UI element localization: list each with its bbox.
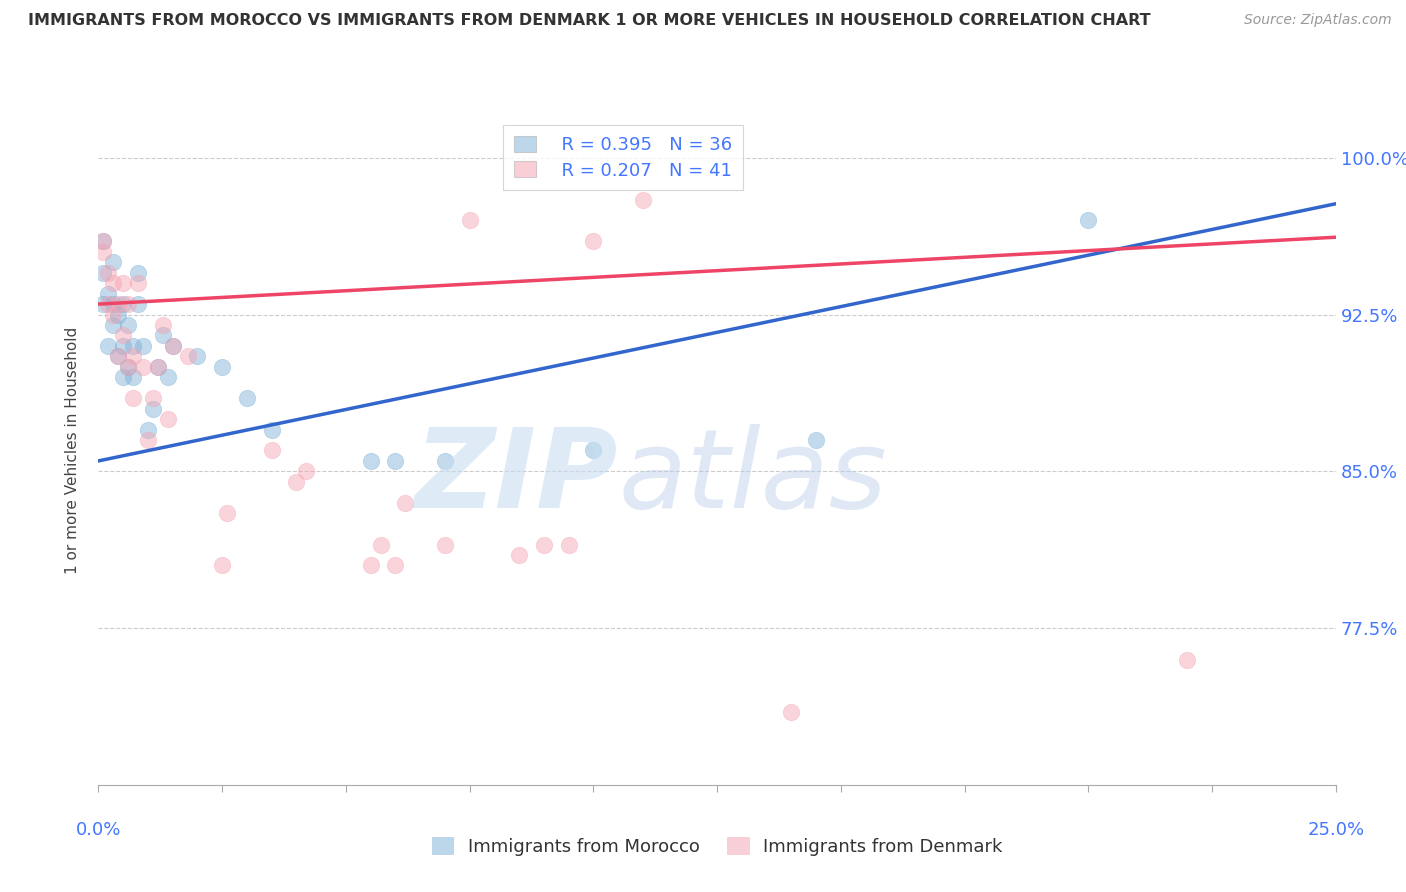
Point xyxy=(122,339,145,353)
Point xyxy=(142,391,165,405)
Point xyxy=(156,370,179,384)
Point xyxy=(122,370,145,384)
Point xyxy=(117,297,139,311)
Point xyxy=(93,235,115,249)
Point xyxy=(112,297,135,311)
Point xyxy=(582,235,605,249)
Point xyxy=(236,391,259,405)
Point xyxy=(384,558,406,573)
Point xyxy=(631,193,654,207)
Point xyxy=(107,297,129,311)
Point xyxy=(384,454,406,468)
Point xyxy=(533,537,555,551)
Point xyxy=(142,401,165,416)
Point xyxy=(285,475,308,489)
Point xyxy=(370,537,392,551)
Point xyxy=(117,359,139,374)
Point xyxy=(93,244,115,259)
Point xyxy=(433,454,456,468)
Point xyxy=(107,350,129,364)
Text: IMMIGRANTS FROM MOROCCO VS IMMIGRANTS FROM DENMARK 1 OR MORE VEHICLES IN HOUSEHO: IMMIGRANTS FROM MOROCCO VS IMMIGRANTS FR… xyxy=(28,13,1150,29)
Point xyxy=(97,266,120,280)
Point xyxy=(127,277,149,291)
Point xyxy=(146,359,169,374)
Point xyxy=(97,339,120,353)
Point xyxy=(107,308,129,322)
Point xyxy=(132,359,155,374)
Point xyxy=(458,213,481,227)
Point xyxy=(1077,213,1099,227)
Point xyxy=(93,235,115,249)
Text: 25.0%: 25.0% xyxy=(1308,821,1364,838)
Point xyxy=(186,350,208,364)
Point xyxy=(360,454,382,468)
Point xyxy=(360,558,382,573)
Point xyxy=(152,328,174,343)
Point xyxy=(112,328,135,343)
Point xyxy=(103,308,125,322)
Point xyxy=(156,412,179,426)
Point xyxy=(103,255,125,269)
Point xyxy=(112,339,135,353)
Point xyxy=(122,350,145,364)
Point xyxy=(93,266,115,280)
Point xyxy=(211,558,233,573)
Point xyxy=(162,339,184,353)
Point xyxy=(103,297,125,311)
Point xyxy=(122,391,145,405)
Point xyxy=(211,359,233,374)
Point xyxy=(112,370,135,384)
Point xyxy=(132,339,155,353)
Point xyxy=(162,339,184,353)
Point xyxy=(1175,652,1198,666)
Point xyxy=(93,297,115,311)
Point xyxy=(394,496,416,510)
Y-axis label: 1 or more Vehicles in Household: 1 or more Vehicles in Household xyxy=(65,326,80,574)
Point xyxy=(103,277,125,291)
Point xyxy=(804,433,827,447)
Point xyxy=(508,548,530,562)
Point xyxy=(557,537,579,551)
Point xyxy=(260,443,283,458)
Point xyxy=(295,464,318,478)
Point xyxy=(97,286,120,301)
Point xyxy=(117,318,139,332)
Point xyxy=(97,297,120,311)
Text: Source: ZipAtlas.com: Source: ZipAtlas.com xyxy=(1244,13,1392,28)
Point xyxy=(127,297,149,311)
Point xyxy=(112,277,135,291)
Point xyxy=(136,423,159,437)
Point xyxy=(146,359,169,374)
Point xyxy=(780,705,803,719)
Point xyxy=(152,318,174,332)
Point xyxy=(127,266,149,280)
Text: ZIP: ZIP xyxy=(415,424,619,531)
Point xyxy=(433,537,456,551)
Point xyxy=(582,443,605,458)
Legend: Immigrants from Morocco, Immigrants from Denmark: Immigrants from Morocco, Immigrants from… xyxy=(425,830,1010,863)
Point xyxy=(260,423,283,437)
Point xyxy=(136,433,159,447)
Point xyxy=(217,506,239,520)
Text: atlas: atlas xyxy=(619,424,887,531)
Point xyxy=(107,350,129,364)
Point xyxy=(117,359,139,374)
Point xyxy=(103,318,125,332)
Point xyxy=(176,350,198,364)
Text: 0.0%: 0.0% xyxy=(76,821,121,838)
